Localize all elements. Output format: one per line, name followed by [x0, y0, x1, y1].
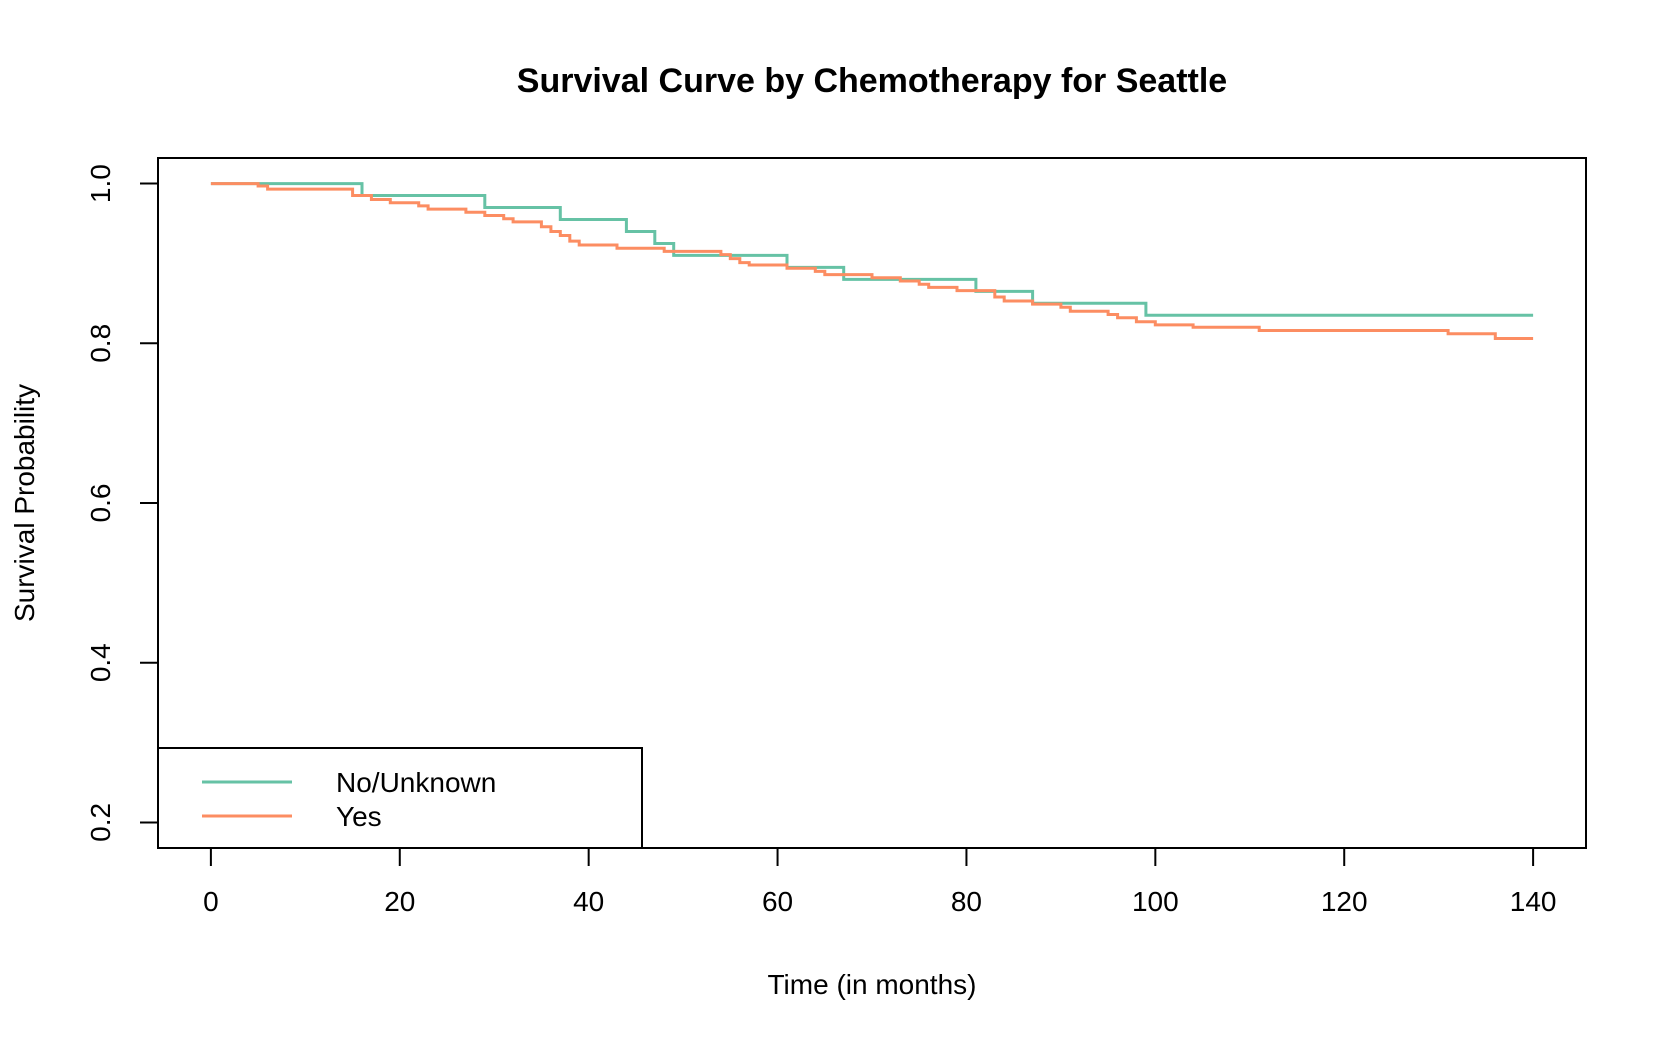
x-tick-label: 140	[1510, 886, 1557, 917]
x-tick-label: 0	[203, 886, 219, 917]
y-tick-label: 0.8	[85, 324, 116, 363]
series-line-1	[210, 182, 1534, 317]
legend-label: Yes	[336, 801, 382, 832]
series-group	[210, 182, 1534, 340]
legend-box	[157, 747, 643, 849]
x-tick-label: 100	[1132, 886, 1179, 917]
y-axis-label: Survival Probability	[9, 384, 40, 622]
x-tick-label: 20	[384, 886, 415, 917]
y-tick-label: 0.2	[85, 803, 116, 842]
series-line-2	[210, 182, 1534, 340]
chart-title: Survival Curve by Chemotherapy for Seatt…	[517, 62, 1227, 100]
x-tick-label: 120	[1321, 886, 1368, 917]
x-tick-label: 40	[573, 886, 604, 917]
x-axis-label: Time (in months)	[767, 969, 976, 1000]
y-axis: 0.2 0.4 0.6 0.8 1.0	[85, 164, 159, 842]
y-tick-label: 0.6	[85, 484, 116, 523]
plot-frame	[157, 157, 1587, 849]
x-axis: 0 20 40 60 80 100 120 140	[203, 847, 1557, 917]
x-tick-label: 80	[951, 886, 982, 917]
y-tick-label: 0.4	[85, 643, 116, 682]
y-tick-label: 1.0	[85, 164, 116, 203]
legend-label: No/Unknown	[336, 767, 496, 798]
x-tick-label: 60	[762, 886, 793, 917]
